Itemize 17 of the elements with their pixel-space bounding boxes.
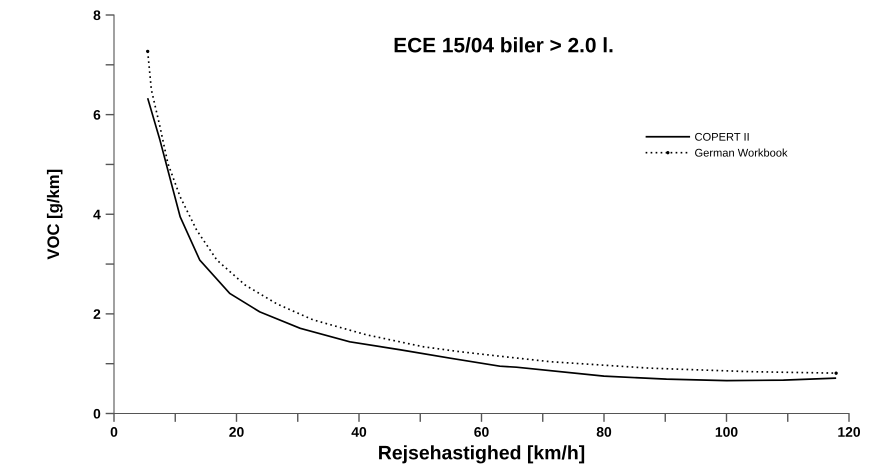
x-tick-label: 0: [110, 427, 118, 437]
y-tick-label: 0: [94, 408, 100, 419]
text: ECE 15/04 biler > 2.0 l.: [394, 37, 612, 53]
x-tick-label: 60: [474, 427, 489, 437]
y-tick-label: 4: [93, 210, 101, 220]
x-tick-label: 80: [596, 427, 612, 437]
x-tick-label: 20: [229, 427, 244, 437]
x-tick-label: 100: [716, 427, 738, 437]
x-tick-label: 40: [351, 427, 366, 437]
legend-label: COPERT II: [695, 132, 749, 141]
y-tick-label: 6: [94, 110, 100, 120]
legend-label: German Workbook: [695, 148, 788, 157]
x-axis-title: Rejsehastighed [km/h]: [379, 445, 584, 464]
y-tick-label: 2: [94, 309, 100, 319]
y-axis-title: VOC [g/km]: [46, 170, 63, 260]
x-tick-label: 120: [838, 427, 860, 437]
y-tick-label: 8: [94, 10, 100, 20]
